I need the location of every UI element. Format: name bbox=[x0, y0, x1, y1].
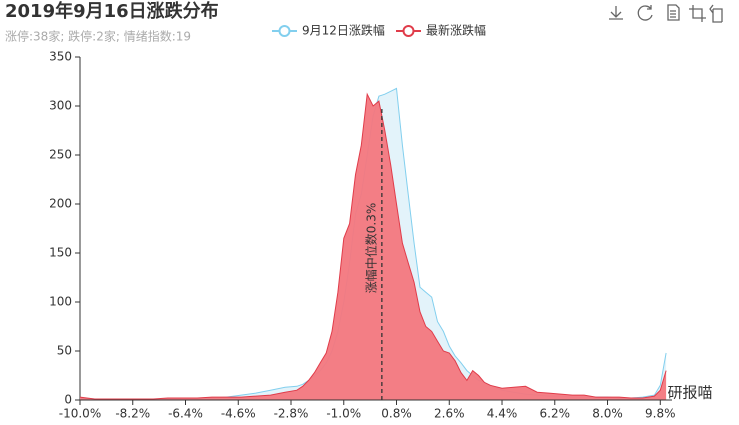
y-tick-label: 300 bbox=[49, 99, 72, 113]
watermark: 研报喵 bbox=[667, 384, 712, 402]
download-icon[interactable] bbox=[609, 6, 623, 20]
y-tick-label: 200 bbox=[49, 197, 72, 211]
x-tick-label: -1.0% bbox=[326, 407, 361, 421]
data-view-glyph bbox=[667, 4, 680, 21]
zoom-icon[interactable] bbox=[689, 5, 706, 22]
x-tick-label: 2.6% bbox=[434, 407, 465, 421]
y-tick-label: 250 bbox=[49, 148, 72, 162]
x-tick-label: -2.8% bbox=[274, 407, 309, 421]
chart-title: 2019年9月16日涨跌分布 bbox=[5, 0, 219, 22]
download-glyph bbox=[609, 6, 623, 20]
y-tick-label: 350 bbox=[49, 50, 72, 64]
refresh-icon[interactable] bbox=[637, 5, 653, 21]
series-line bbox=[79, 92, 667, 400]
x-tick-label: -8.2% bbox=[115, 407, 150, 421]
legend-marker bbox=[402, 25, 415, 37]
legend-marker bbox=[278, 25, 291, 37]
toolbox bbox=[609, 4, 723, 23]
data-view-icon[interactable] bbox=[667, 4, 680, 21]
x-tick-label: -10.0% bbox=[59, 407, 101, 421]
x-tick-label: -6.4% bbox=[168, 407, 203, 421]
x-tick-label: 9.8% bbox=[645, 407, 676, 421]
y-tick-label: 50 bbox=[57, 344, 72, 358]
x-tick-label: 4.4% bbox=[487, 407, 518, 421]
median-label: 涨幅中位数0.3% bbox=[363, 203, 378, 294]
legend-label: 最新涨跌幅 bbox=[426, 23, 486, 38]
y-tick-label: 0 bbox=[64, 393, 72, 407]
zoom-glyph bbox=[689, 5, 706, 22]
refresh-glyph bbox=[637, 5, 653, 21]
area-fill bbox=[80, 94, 667, 400]
restore-glyph bbox=[709, 4, 723, 23]
x-tick-label: -4.6% bbox=[221, 407, 256, 421]
legend-label: 9月12日涨跌幅 bbox=[302, 23, 385, 38]
y-tick-label: 100 bbox=[49, 295, 72, 309]
x-tick-label: 0.8% bbox=[381, 407, 412, 421]
x-tick-label: 6.2% bbox=[540, 407, 571, 421]
chart-subtitle: 涨停:38家; 跌停:2家; 情绪指数:19 bbox=[5, 29, 191, 44]
y-tick-label: 150 bbox=[49, 246, 72, 260]
x-tick-label: 8.0% bbox=[592, 407, 623, 421]
restore-icon[interactable] bbox=[709, 4, 723, 23]
